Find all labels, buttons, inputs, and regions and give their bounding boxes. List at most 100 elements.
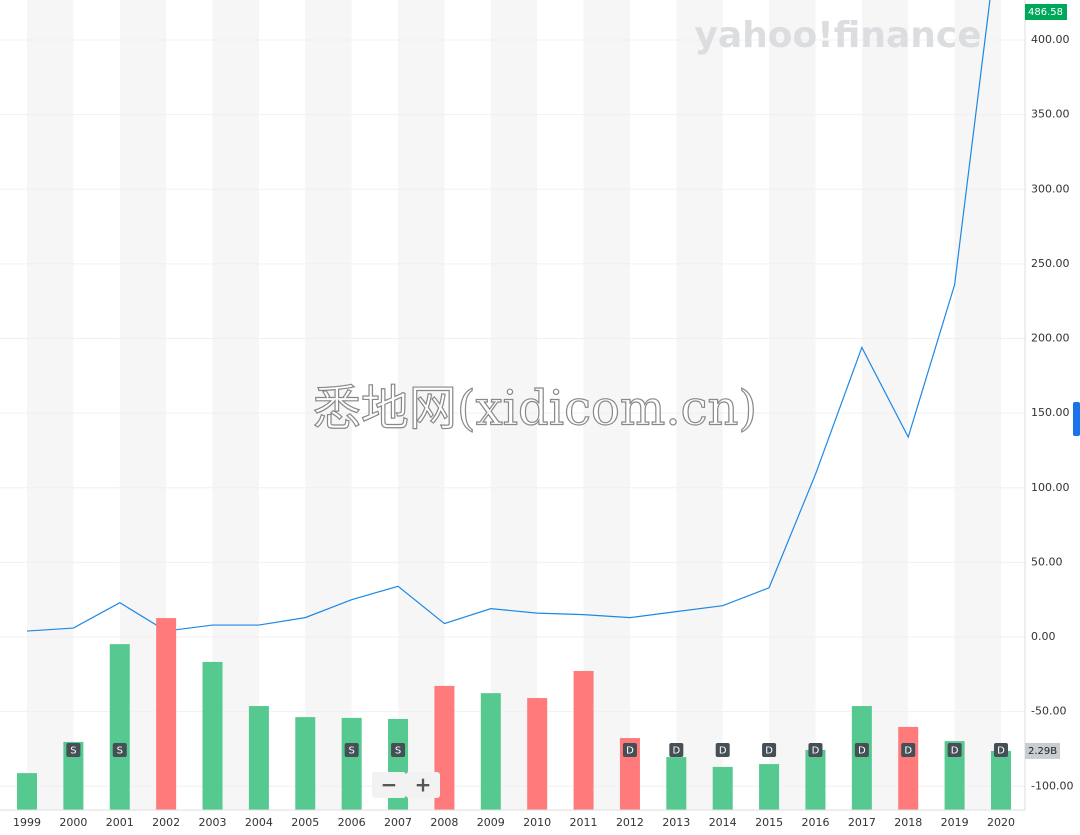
volume-bar — [63, 741, 84, 810]
event-label: D — [858, 746, 866, 757]
stripe — [27, 0, 74, 810]
zoom-out-label[interactable]: − — [381, 773, 398, 797]
x-tick-label: 2018 — [894, 816, 922, 829]
x-tick-label: 2014 — [709, 816, 737, 829]
y-tick-label: 300.00 — [1031, 182, 1070, 195]
zoom-in-label[interactable]: + — [415, 773, 432, 797]
event-label: S — [70, 746, 76, 757]
stripes — [0, 0, 1025, 810]
price-label: 486.58 — [1028, 7, 1063, 18]
volume-bar — [480, 693, 501, 810]
x-tick-label: 2020 — [987, 816, 1015, 829]
event-label: D — [951, 746, 959, 757]
volume-bar — [248, 706, 269, 810]
event-label: D — [904, 746, 912, 757]
watermark: 悉地网(xidicom.cn) — [313, 381, 757, 437]
y-tick-label: 350.00 — [1031, 108, 1070, 121]
stripe — [398, 0, 445, 810]
event-marker — [901, 743, 916, 757]
volume-bar — [666, 757, 687, 810]
x-tick-label: 2011 — [570, 816, 598, 829]
volume-bar — [17, 773, 37, 810]
x-tick-label: 2019 — [941, 816, 969, 829]
x-tick-label: 2003 — [199, 816, 227, 829]
x-tick-label: 2017 — [848, 816, 876, 829]
event-marker — [622, 743, 637, 757]
stripe — [861, 0, 909, 810]
event-label: D — [672, 746, 680, 757]
event-marker — [762, 743, 777, 757]
y-tick-label: 150.00 — [1031, 406, 1070, 419]
volume-bar — [990, 750, 1011, 810]
volume-bar — [109, 644, 130, 810]
zoom-in[interactable]: + — [406, 772, 440, 798]
x-tick-label: 2008 — [430, 816, 458, 829]
event-marker — [808, 743, 823, 757]
volume-bar — [295, 717, 316, 810]
x-tick-label: 2007 — [384, 816, 412, 829]
event-label: D — [812, 746, 820, 757]
x-tick-label: 2001 — [106, 816, 134, 829]
volume-bar — [202, 661, 223, 810]
stripe — [769, 0, 816, 810]
event-label: S — [348, 746, 354, 757]
event-marker — [112, 743, 127, 757]
event-marker — [854, 743, 869, 757]
stripe — [954, 0, 1001, 810]
volume-bar — [759, 764, 780, 810]
stripe — [490, 0, 538, 810]
x-tick-label: 2000 — [59, 816, 87, 829]
event-label: D — [719, 746, 727, 757]
y-tick-label: 250.00 — [1031, 257, 1070, 270]
y-tick-label: 100.00 — [1031, 481, 1070, 494]
event-label: S — [117, 746, 123, 757]
logo: yahoo!finance — [694, 15, 981, 56]
event-marker — [344, 743, 359, 757]
event-marker — [391, 743, 406, 757]
event-label: D — [997, 746, 1005, 757]
y-tick-label: -100.00 — [1031, 779, 1073, 792]
y-tick-label: 50.00 — [1031, 555, 1063, 568]
volume-bar — [573, 670, 594, 810]
event-marker — [669, 743, 684, 757]
price-line — [26, 0, 991, 632]
volume-bar — [898, 726, 919, 810]
volume-bar — [712, 766, 733, 810]
event-marker — [66, 743, 81, 757]
volume-bar — [341, 717, 362, 810]
volume-bar — [527, 698, 548, 810]
x-tick-label: 2009 — [477, 816, 505, 829]
x-tick-label: 2012 — [616, 816, 644, 829]
volume-label: 2.29B — [1028, 746, 1057, 757]
volume-bar — [805, 749, 826, 810]
volume-bar — [944, 741, 965, 810]
stripe — [676, 0, 723, 810]
y-tick-label: 0.00 — [1031, 630, 1056, 643]
x-tick-label: 2005 — [291, 816, 319, 829]
side-tab[interactable] — [1073, 402, 1080, 436]
event-marker — [993, 743, 1008, 757]
x-tick-label: 2016 — [801, 816, 829, 829]
volume-bar — [156, 618, 177, 810]
event-marker — [947, 743, 962, 757]
event-label: D — [765, 746, 773, 757]
event-marker — [715, 743, 730, 757]
volume-label-box — [1025, 742, 1060, 759]
zoom-out[interactable]: − — [372, 772, 406, 798]
x-tick-label: 2010 — [523, 816, 551, 829]
event-label: S — [395, 746, 401, 757]
x-tick-label: 2006 — [338, 816, 366, 829]
x-tick-label: 2015 — [755, 816, 783, 829]
y-tick-label: 200.00 — [1031, 332, 1070, 345]
x-tick-label: 2004 — [245, 816, 273, 829]
volume-bar — [851, 706, 872, 810]
x-tick-label: 2002 — [152, 816, 180, 829]
x-tick-label: 2013 — [662, 816, 690, 829]
stripe — [305, 0, 352, 810]
event-label: D — [626, 746, 634, 757]
x-tick-label: 1999 — [13, 816, 41, 829]
y-tick-label: -50.00 — [1031, 705, 1066, 718]
price-label-box — [1025, 4, 1067, 20]
y-tick-label: 400.00 — [1031, 33, 1070, 46]
